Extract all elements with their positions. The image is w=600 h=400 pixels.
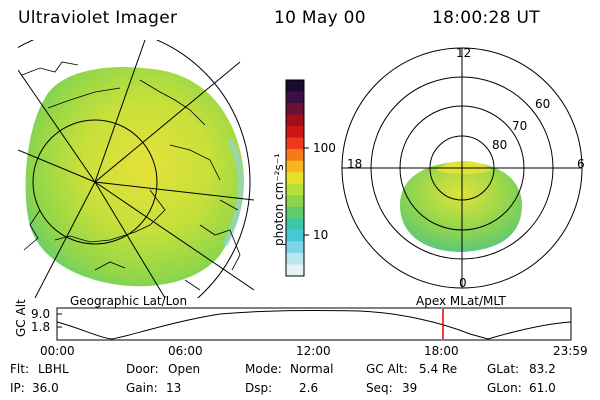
gain-value: 13 — [166, 381, 182, 395]
colorbar-segment — [286, 206, 304, 219]
colorbar-segment — [286, 103, 304, 116]
seq-label: Seq: — [366, 381, 393, 395]
dsp-label: Dsp: — [245, 381, 273, 395]
timeline-ytick-9: 9.0 — [31, 307, 51, 321]
mlt-label-6: 6 — [577, 157, 585, 171]
ip-label: IP: — [10, 381, 25, 395]
meridian-line — [94, 40, 146, 183]
dsp-value: 2.6 — [299, 381, 319, 395]
colorbar-segment — [286, 80, 304, 93]
observation-time: 18:00:28 UT — [432, 8, 540, 28]
colorbar-frame — [285, 79, 305, 277]
coastline — [21, 61, 241, 291]
meridian-line — [94, 181, 166, 298]
mlt-label-0: 0 — [459, 276, 467, 290]
mlat-label-60: 60 — [535, 97, 551, 111]
colorbar-segment — [286, 160, 304, 173]
filter-label: Flt: — [10, 362, 29, 376]
colorbar-segment — [286, 183, 304, 196]
colorbar-units-label: photon cm⁻²s⁻¹ — [272, 153, 286, 246]
colorbar-segment — [286, 126, 304, 139]
meridian-line — [94, 181, 254, 291]
ip-value: 36.0 — [32, 381, 59, 395]
geographic-image-panel — [18, 40, 254, 298]
timeline-ylabel: GC Alt — [14, 299, 28, 337]
glon-label: GLon: — [487, 381, 522, 395]
orbit-timeline — [56, 307, 572, 341]
mode-value: Normal — [290, 362, 334, 376]
latitude-circle — [18, 40, 251, 298]
observation-date: 10 May 00 — [274, 8, 366, 28]
colorbar — [285, 79, 305, 277]
colorbar-segment — [286, 229, 304, 242]
mlat-label-80: 80 — [492, 138, 508, 152]
gain-label: Gain: — [126, 381, 158, 395]
colorbar-segment — [286, 172, 304, 185]
latitude-circle — [32, 119, 158, 245]
gc-alt-label: GC Alt: — [366, 362, 408, 376]
meridian-line — [94, 181, 254, 201]
timeline-xtick-2359: 23:59 — [553, 344, 588, 358]
glat-label: GLat: — [487, 362, 520, 376]
timeline-frame — [56, 307, 572, 341]
instrument-title: Ultraviolet Imager — [18, 8, 178, 28]
timeline-xtick-0000: 00:00 — [40, 344, 75, 358]
door-label: Door: — [126, 362, 159, 376]
timeline-xtick-0600: 06:00 — [168, 344, 203, 358]
meridian-line — [18, 69, 96, 183]
timeline-ytick-1.8: 1.8 — [31, 320, 51, 334]
colorbar-segment — [286, 114, 304, 127]
colorbar-segment — [286, 149, 304, 162]
seq-value: 39 — [402, 381, 418, 395]
colorbar-segment — [286, 91, 304, 104]
meridian-line — [34, 181, 96, 298]
door-value: Open — [168, 362, 201, 376]
timeline-xtick-1200: 12:00 — [296, 344, 331, 358]
mlat-label-70: 70 — [512, 119, 528, 133]
colorbar-segment — [286, 264, 304, 277]
mlt-label-18: 18 — [347, 157, 363, 171]
meridian-line — [18, 149, 96, 183]
glon-value: 61.0 — [529, 381, 556, 395]
mode-label: Mode: — [245, 362, 282, 376]
colorbar-tick-label-100: 100 — [313, 141, 336, 155]
auroral-oval-right — [400, 162, 522, 252]
glat-value: 83.2 — [529, 362, 556, 376]
altitude-curve — [56, 309, 572, 340]
gc-alt-value: 5.4 Re — [419, 362, 458, 376]
colorbar-segment — [286, 137, 304, 150]
polar-plot-panel — [341, 47, 583, 289]
colorbar-segment — [286, 218, 304, 231]
colorbar-segment — [286, 195, 304, 208]
colorbar-tick-label-10: 10 — [313, 228, 329, 242]
colorbar-segment — [286, 241, 304, 254]
filter-value: LBHL — [38, 362, 69, 376]
meridian-line — [94, 61, 241, 183]
geographic-caption: Geographic Lat/Lon — [70, 294, 188, 308]
mlt-label-12: 12 — [456, 46, 472, 60]
colorbar-segment — [286, 252, 304, 265]
timeline-xtick-1800: 18:00 — [424, 344, 459, 358]
apex-caption: Apex MLat/MLT — [416, 294, 506, 308]
